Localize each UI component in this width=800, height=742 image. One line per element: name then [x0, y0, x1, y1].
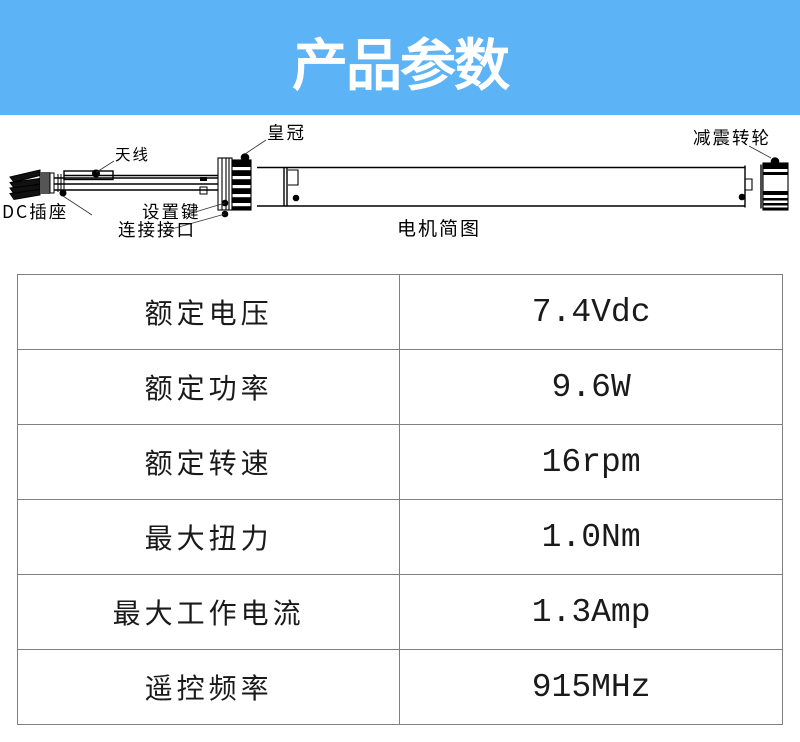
svg-text:连接接口: 连接接口 — [118, 217, 196, 242]
svg-text:皇冠: 皇冠 — [267, 120, 306, 145]
svg-text:天线: 天线 — [115, 143, 150, 165]
svg-text:减震转轮: 减震转轮 — [693, 125, 771, 150]
svg-text:DC插座: DC插座 — [2, 199, 68, 224]
svg-text:电机简图: 电机简图 — [397, 214, 481, 241]
